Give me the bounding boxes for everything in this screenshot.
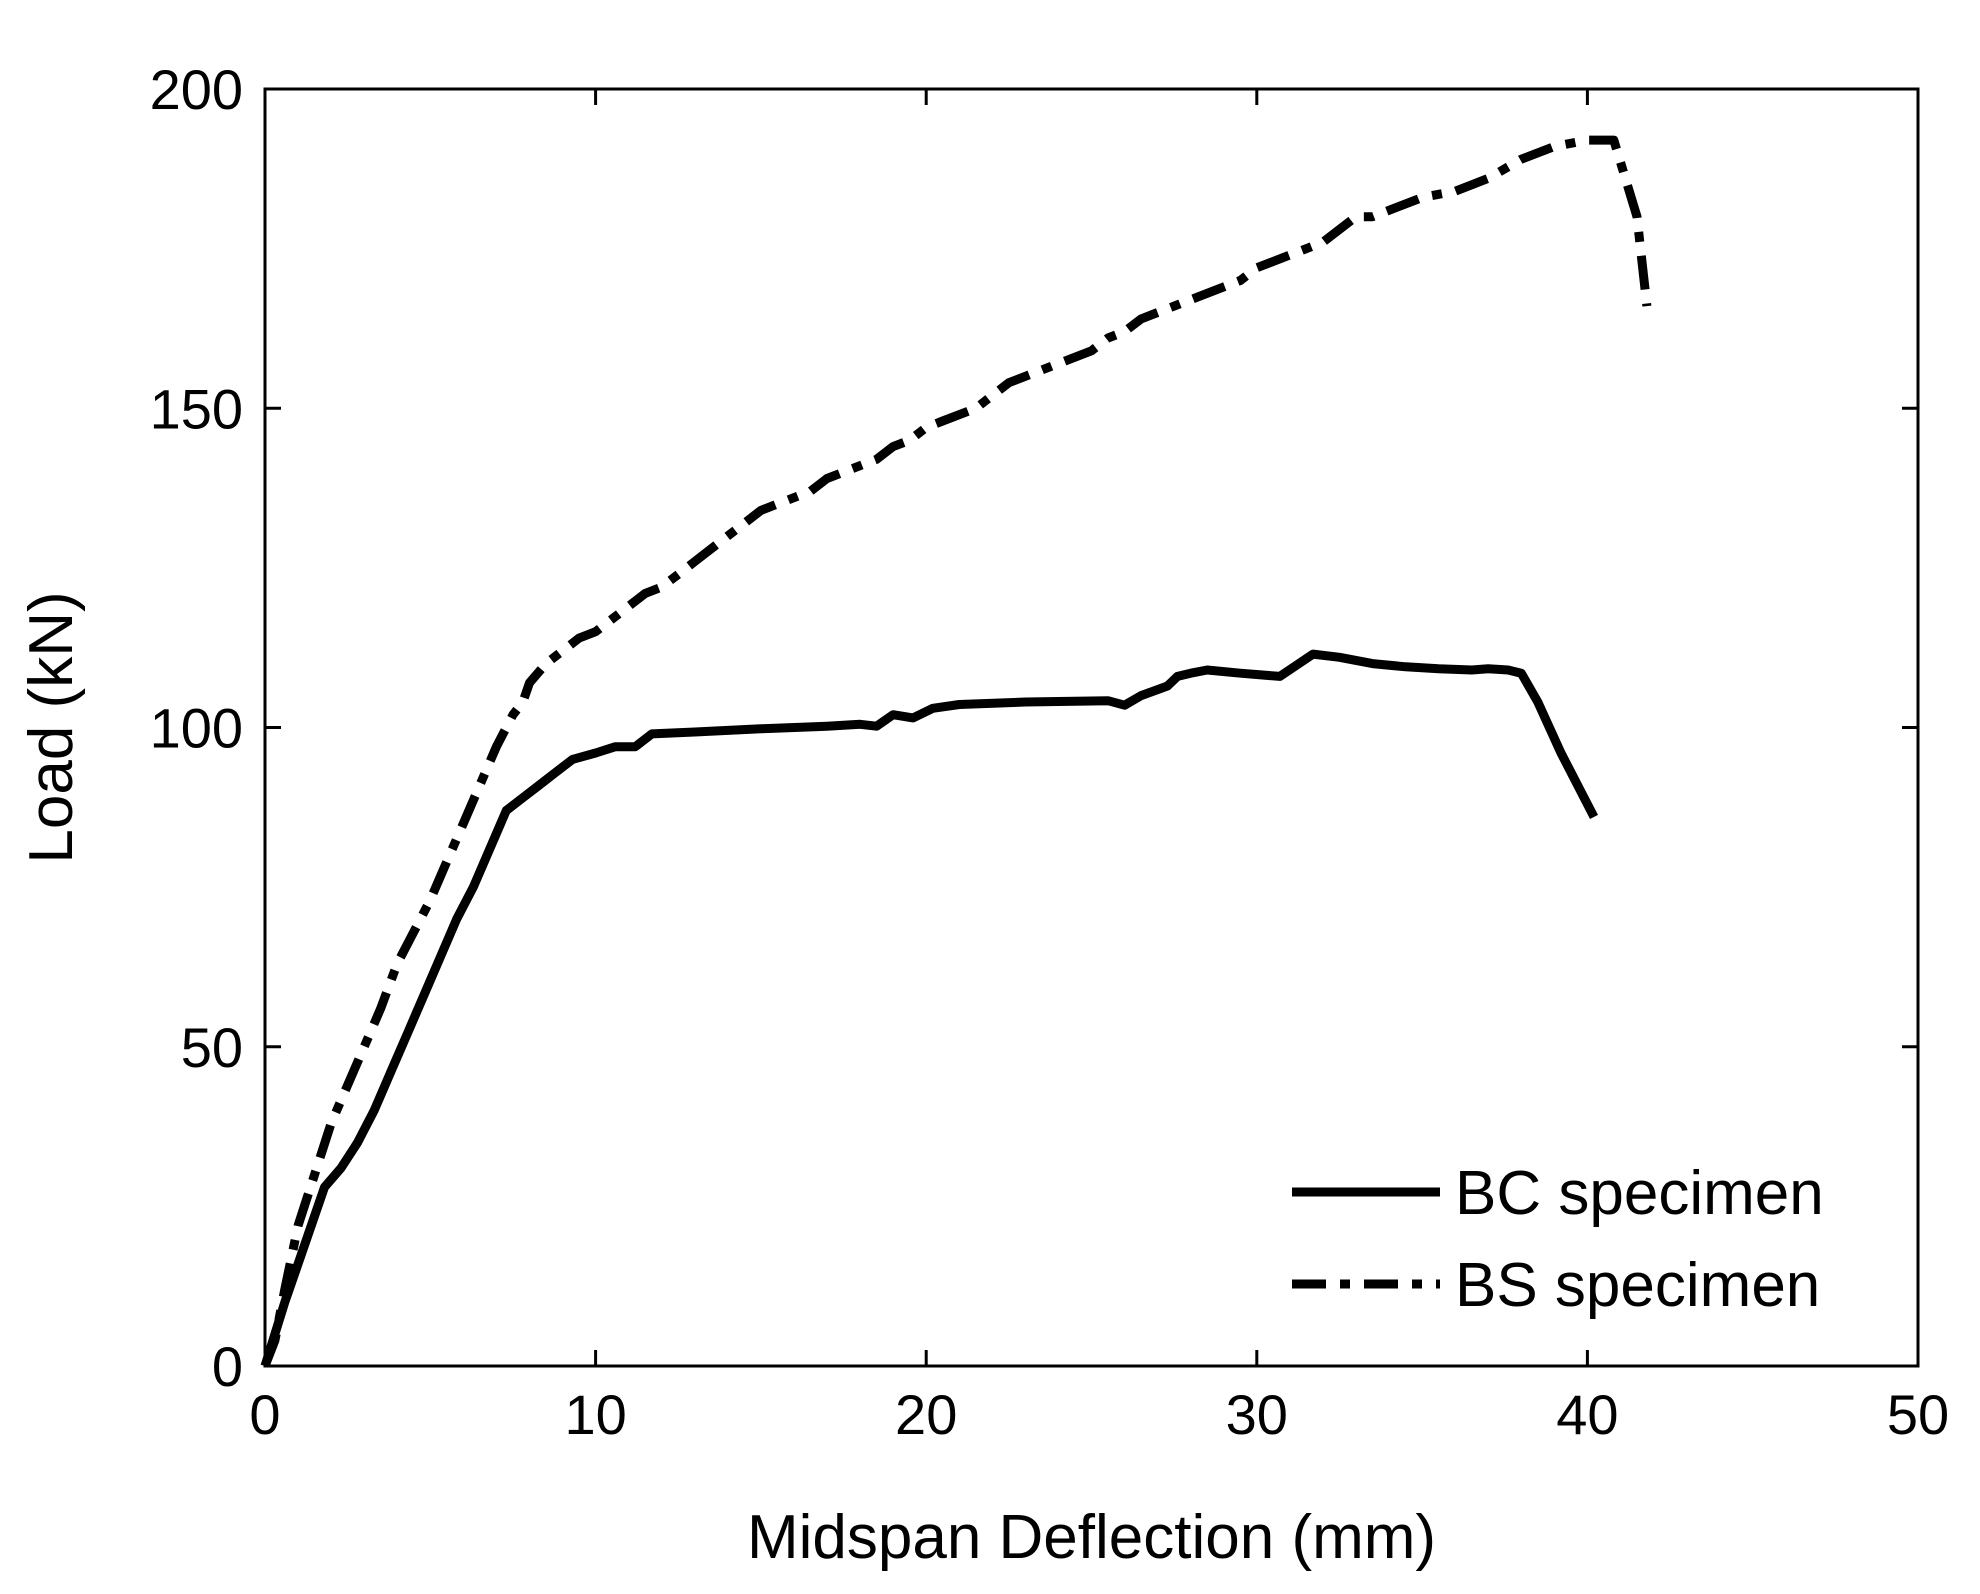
x-axis-title: Midspan Deflection (mm)	[747, 1503, 1436, 1572]
legend-label-bs-specimen: BS specimen	[1455, 1251, 1820, 1320]
x-tick-label: 0	[249, 1383, 280, 1446]
x-tick-label: 50	[1887, 1383, 1949, 1446]
ticks-layer: 0 10 20 30 40 50 0 50 100 150 200	[150, 58, 1950, 1446]
y-tick-label: 50	[181, 1016, 243, 1079]
x-tick-label: 30	[1226, 1383, 1288, 1446]
y-tick-label: 100	[150, 697, 243, 760]
series-layer	[260, 135, 1652, 1368]
x-tick-label: 20	[895, 1383, 957, 1446]
y-tick-label: 200	[150, 58, 243, 121]
y-tick-label: 0	[212, 1335, 243, 1398]
legend-label-bc-specimen: BC specimen	[1455, 1159, 1824, 1228]
series-line-bs-specimen	[260, 135, 1652, 1368]
y-axis-title: Load (kN)	[17, 591, 86, 863]
plot-frame	[263, 87, 1920, 1368]
x-tick-label: 10	[564, 1383, 626, 1446]
y-tick-label: 150	[150, 377, 243, 440]
x-tick-label: 40	[1556, 1383, 1618, 1446]
series-line-bc-specimen	[260, 649, 1598, 1368]
legend: BC specimen BS specimen	[1292, 1159, 1824, 1320]
